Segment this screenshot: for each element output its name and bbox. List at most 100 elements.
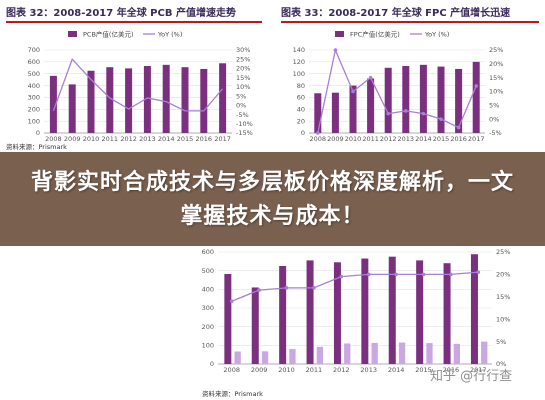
x-tick-label: 2009 [327,135,344,143]
y-tick-label-left: 100 [202,342,214,350]
y-tick-label-left: 200 [28,105,40,113]
line-point [386,111,390,116]
x-tick-label: 2015 [433,135,450,143]
headline-text: 背影实时合成技术与多层板价格深度解析，一文掌握技术与成本！ [30,170,514,229]
bar [143,66,151,133]
line-point [394,272,398,277]
y-tick-label-left: 20 [297,117,305,125]
x-tick-label: 2009 [64,135,81,143]
y-tick-label-right: 20% [236,65,250,73]
x-tick-label: 2013 [398,135,415,143]
x-tick-label: 2012 [333,366,350,374]
y-tick-label-left: 100 [28,117,40,125]
x-tick-label: 2011 [362,135,379,143]
y-tick-label-left: 40 [297,105,305,113]
y-tick-label-left: 500 [28,70,40,78]
chart-title: 图表 32：2008-2017 年全球 PCB 产值增速走势 [6,8,236,19]
x-tick-label: 2011 [306,366,323,374]
bar [402,66,410,133]
line-point [312,286,316,290]
line-point [404,109,408,113]
line-point [421,272,426,277]
y-tick-label-right: 10% [489,88,503,96]
pcb-chart-panel: 图表 32：2008-2017 年全球 PCB 产值增速走势 0 100 200 30… [0,0,268,152]
bar [398,342,406,364]
x-tick-label: 2015 [177,135,194,143]
bar [437,66,445,133]
x-tick-label: 2008 [45,135,62,143]
bar [453,343,460,364]
x-tick-label: 2013 [139,135,156,143]
x-tick-label: 2010 [278,366,295,374]
y-tick-label-right: 25% [496,248,510,256]
bar [87,70,95,133]
bar [306,260,314,364]
bar [49,75,57,133]
x-tick-label: 2012 [120,135,137,143]
x-tick-label: 2008 [310,135,327,143]
x-tick-label: 2017 [214,135,231,143]
line-point [476,270,481,274]
bar [470,254,478,364]
legend-label: YoY (%) [424,30,449,38]
y-tick-label-left: 400 [28,82,40,90]
x-tick-label: 2014 [388,366,405,374]
x-tick-label: 2012 [380,135,397,143]
legend-swatch [68,31,77,37]
combined-chart: 0 100 200 300 400 500 600 0% 5% 10% 15% 20% 25% 2008 2… [202,248,511,374]
bar [279,266,287,364]
y-tick-label-left: 60 [297,94,305,102]
line-point [351,89,355,94]
bar [426,343,433,364]
line-point [284,286,289,290]
y-tick-label-right: -15% [236,129,253,137]
bar [384,67,392,133]
combined-chart-panel: 0 100 200 300 400 500 600 0% 5% 10% 15% 20% 25% 2008 2… [180,238,545,400]
y-tick-label-right: 0% [489,115,499,123]
bar [106,67,114,133]
y-tick-label-left: 100 [293,70,305,78]
bar [367,78,375,133]
bar [316,346,323,364]
pcb-chart: 0 100 200 300 400 500 600 700 -15%-10%-5%0% 5%10%… [28,29,253,143]
y-tick-label-right: 15% [489,74,503,82]
x-tick-label: 2011 [102,135,119,143]
bar [472,61,480,133]
bar [261,351,269,364]
bar [68,84,76,133]
x-tick-label: 2014 [415,135,432,143]
x-tick-label: 2013 [360,366,377,374]
bar [443,263,451,364]
bar [234,351,241,364]
yoy-line [231,271,479,302]
legend-label: PCB产值(亿美元) [83,29,134,38]
zhihu-watermark: 知乎 @行行查 [430,369,513,384]
fpc-chart: 0 20 40 60 80 100 120 140 -5% 0% 5% 10% 15% 20% 25% 200… [293,29,504,143]
bar [419,64,427,133]
x-tick-label: 2016 [196,135,213,143]
y-tick-label-left: 120 [293,58,305,66]
bar [416,260,424,364]
chart-source: 资料来源：Prismark [6,143,67,151]
line-point [257,288,261,292]
line-point [229,299,234,304]
title-rule [6,21,262,23]
bar [224,274,232,364]
bar [361,258,369,364]
bar [344,343,351,364]
y-tick-label-right: 20% [489,60,503,68]
line-point [333,48,338,52]
y-tick-label-right: 0% [236,102,246,110]
y-tick-label-right: 5% [496,338,506,346]
line-point [474,84,478,88]
x-tick-label: 2017 [468,135,485,143]
legend-label: YoY (%) [157,30,182,38]
y-tick-label-right: 15% [236,74,250,82]
x-tick-label: 2015 [415,366,432,374]
legend-swatch [335,31,344,37]
y-tick-label-right: -5% [489,129,502,137]
bar [349,85,357,133]
y-tick-label-right: 15% [496,293,510,301]
bar [200,68,208,133]
y-tick-label-right: 10% [496,315,510,323]
